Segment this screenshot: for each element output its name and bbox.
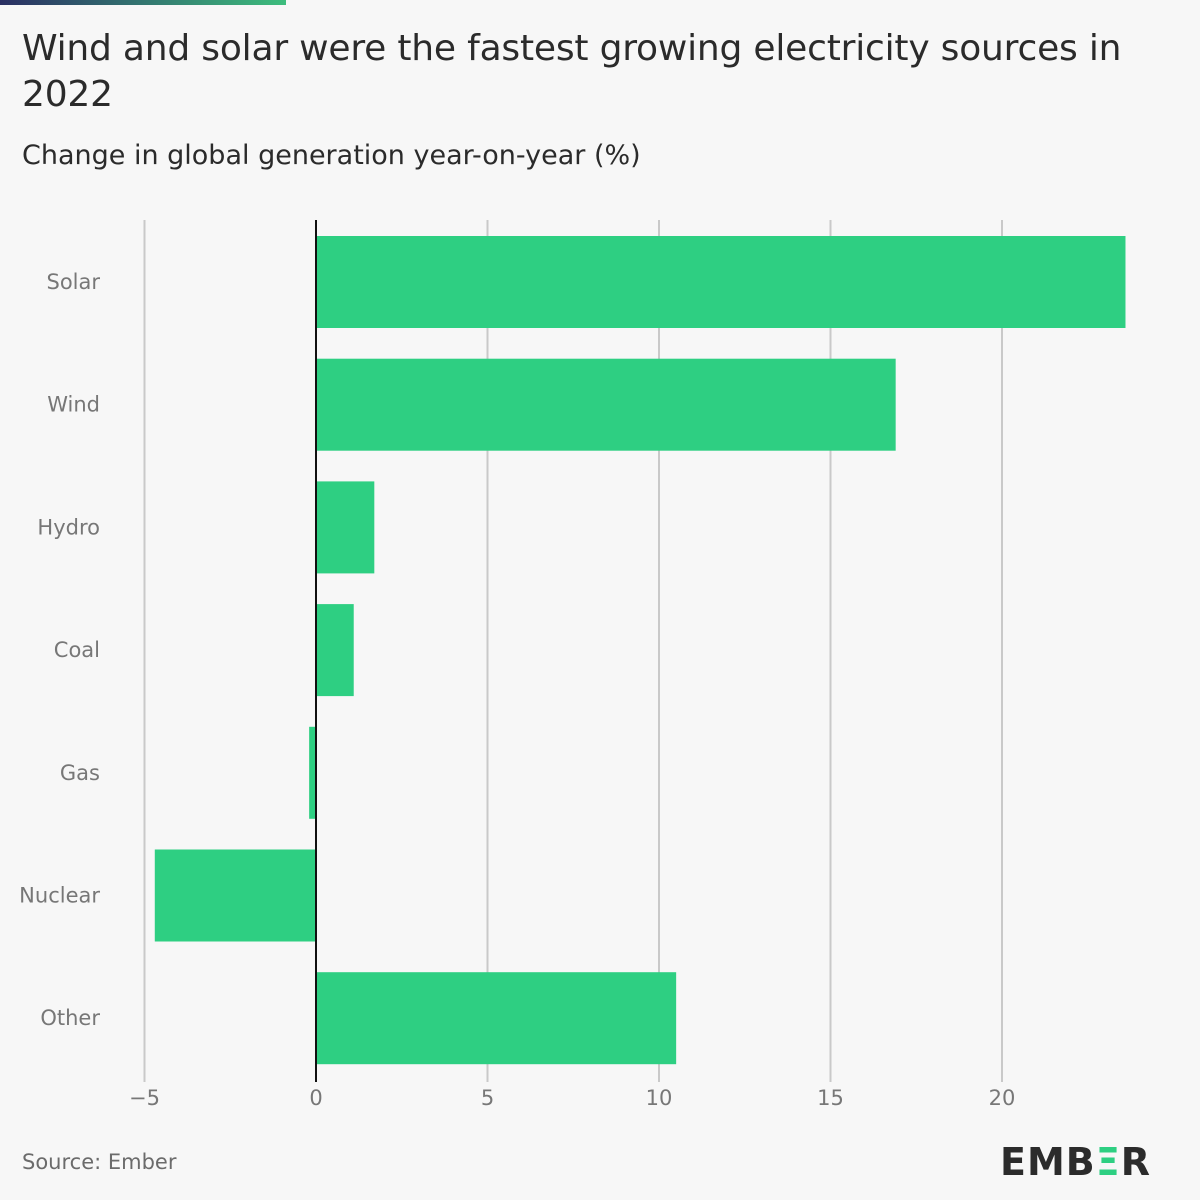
category-label: Solar <box>46 270 100 294</box>
category-label: Gas <box>60 761 100 785</box>
category-label: Wind <box>47 393 100 417</box>
bar <box>309 726 316 819</box>
ember-logo: EMBΞR <box>1000 1140 1151 1184</box>
bar <box>316 481 375 574</box>
logo-text-2: R <box>1120 1140 1152 1184</box>
x-tick-label: −5 <box>129 1086 160 1110</box>
top-accent-bar <box>0 0 286 5</box>
bar <box>316 236 1126 328</box>
x-tick-label: 20 <box>989 1086 1016 1110</box>
bar <box>154 849 316 942</box>
chart-subtitle: Change in global generation year-on-year… <box>22 140 641 171</box>
x-tick-label: 10 <box>646 1086 673 1110</box>
bar <box>316 604 354 697</box>
bar <box>316 972 677 1065</box>
x-tick-label: 5 <box>481 1086 494 1110</box>
bar <box>316 358 896 451</box>
source-note: Source: Ember <box>22 1150 177 1174</box>
logo-e-mark: Ξ <box>1095 1140 1121 1184</box>
category-label: Hydro <box>37 515 100 539</box>
category-label: Coal <box>54 638 100 662</box>
logo-text-1: EMB <box>1000 1140 1096 1184</box>
x-tick-label: 0 <box>309 1086 322 1110</box>
chart-title: Wind and solar were the fastest growing … <box>22 28 1122 115</box>
category-label: Other <box>40 1006 100 1030</box>
x-tick-label: 15 <box>817 1086 844 1110</box>
category-label: Nuclear <box>19 884 100 908</box>
